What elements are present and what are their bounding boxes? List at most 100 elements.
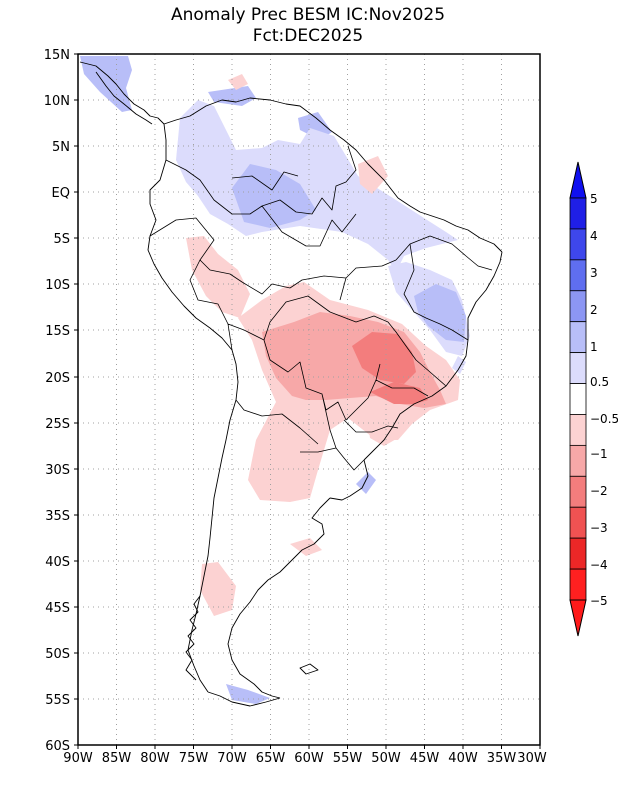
anomaly-negative-rio-sao-paulo <box>370 382 428 404</box>
svg-text:35S: 35S <box>45 509 70 524</box>
svg-text:10N: 10N <box>44 94 70 109</box>
lon-label: 80W <box>140 745 170 766</box>
svg-text:60S: 60S <box>45 739 70 754</box>
falklands <box>299 663 319 675</box>
svg-text:45S: 45S <box>45 601 70 616</box>
colorbar-segment <box>569 228 587 261</box>
colorbar-label: −2 <box>590 484 608 498</box>
lon-label: 55W <box>333 745 363 766</box>
map-panel: 15N 10N 5N EQ 5S 10S 15S 20S 25S 30S 35S… <box>44 48 547 766</box>
svg-text:75W: 75W <box>179 751 209 766</box>
svg-text:80W: 80W <box>140 751 170 766</box>
lon-label: 75W <box>179 745 209 766</box>
colorbar-label: 5 <box>590 192 598 206</box>
svg-text:70W: 70W <box>217 751 247 766</box>
colorbar-segment <box>569 506 587 539</box>
lat-label: 35S <box>45 509 78 524</box>
lat-label: 20S <box>45 371 78 386</box>
lon-label: 40W <box>448 745 478 766</box>
lat-label: 45S <box>45 601 78 616</box>
svg-text:40S: 40S <box>45 555 70 570</box>
colorbar-label: −1 <box>590 447 608 461</box>
anomaly-negative-patagonia <box>200 562 236 616</box>
lat-label: 55S <box>45 693 78 708</box>
svg-text:55W: 55W <box>333 751 363 766</box>
uruguay-coast <box>329 459 369 501</box>
colorbar-segment <box>569 568 587 601</box>
lat-axis: 15N 10N 5N EQ 5S 10S 15S 20S 25S 30S 35S… <box>44 48 78 754</box>
svg-text:60W: 60W <box>294 751 324 766</box>
svg-text:20S: 20S <box>45 371 70 386</box>
colorbar-label: 1 <box>590 340 598 354</box>
anomaly-positive-northern-amazon <box>176 100 458 272</box>
lat-label: 10N <box>44 94 78 109</box>
lon-label: 90W <box>63 745 93 766</box>
svg-text:15S: 15S <box>45 324 70 339</box>
colorbar-segment <box>569 475 587 508</box>
argentina-east-coast <box>227 497 331 699</box>
colorbar-label: −5 <box>590 594 608 608</box>
country-borders <box>149 145 493 471</box>
lat-label: 5N <box>52 140 78 155</box>
coastlines-and-borders <box>79 61 503 707</box>
colorbar-segment <box>569 197 587 230</box>
svg-text:45W: 45W <box>410 751 440 766</box>
svg-text:90W: 90W <box>63 751 93 766</box>
svg-text:85W: 85W <box>102 751 132 766</box>
lon-label: 85W <box>102 745 132 766</box>
colorbar-segment <box>569 414 587 446</box>
lon-label: 70W <box>217 745 247 766</box>
colorbar-label: 2 <box>590 303 598 317</box>
svg-text:65W: 65W <box>256 751 286 766</box>
lon-label: 45W <box>410 745 440 766</box>
svg-text:10S: 10S <box>45 278 70 293</box>
lon-label: 30W <box>517 745 547 766</box>
svg-text:5S: 5S <box>53 232 70 247</box>
caribbean-coast <box>163 97 399 199</box>
svg-text:25S: 25S <box>45 417 70 432</box>
svg-text:35W: 35W <box>487 751 517 766</box>
central-america-coast <box>79 61 165 125</box>
pacific-coast <box>147 123 239 693</box>
svg-text:30S: 30S <box>45 463 70 478</box>
colorbar-label: −0.5 <box>590 412 618 426</box>
lat-label: 50S <box>45 647 78 662</box>
colorbar-label: −4 <box>590 558 608 572</box>
colorbar-label: 4 <box>590 229 598 243</box>
lon-label: 65W <box>256 745 286 766</box>
lon-label: 60W <box>294 745 324 766</box>
colorbar-arrow-top <box>569 161 587 199</box>
colorbar-label: 0.5 <box>590 375 609 389</box>
lon-label: 35W <box>487 745 517 766</box>
lat-label: 10S <box>45 278 78 293</box>
chile-fjords <box>185 595 201 681</box>
colorbar-segment <box>569 444 587 477</box>
colorbar-label: −3 <box>590 521 608 535</box>
colorbar-segment <box>569 259 587 292</box>
lat-label: 40S <box>45 555 78 570</box>
svg-text:50W: 50W <box>371 751 401 766</box>
colorbar-segment <box>569 537 587 570</box>
svg-text:15N: 15N <box>44 48 70 63</box>
colorbar-segment <box>569 383 587 415</box>
tierra-del-fuego-coast <box>207 691 281 707</box>
anomaly-negative-minas-gerais <box>352 332 416 384</box>
svg-text:55S: 55S <box>45 693 70 708</box>
anomaly-negative-argentina-pampas <box>290 538 322 556</box>
lat-label: 15N <box>44 48 78 63</box>
colorbar-segment <box>569 352 587 384</box>
anomaly-positive-southeast-coast <box>452 356 466 374</box>
lat-label: 5S <box>53 232 78 247</box>
lat-label: 15S <box>45 324 78 339</box>
colorbar-segment <box>569 290 587 323</box>
amazon-mouth-coast <box>397 197 503 253</box>
anomaly-positive-central-america <box>80 56 132 112</box>
map-title-line2: Fct:DEC2025 <box>253 26 363 46</box>
anomaly-negative-northeast-guiana <box>358 156 388 194</box>
svg-text:EQ: EQ <box>52 186 70 201</box>
lon-axis: 90W 85W 80W 75W 70W 65W 60W 55W 50W 45W … <box>63 745 547 766</box>
lat-label: 30S <box>45 463 78 478</box>
map-title-line1: Anomaly Prec BESM IC:Nov2025 <box>171 5 445 25</box>
lon-label: 50W <box>371 745 401 766</box>
